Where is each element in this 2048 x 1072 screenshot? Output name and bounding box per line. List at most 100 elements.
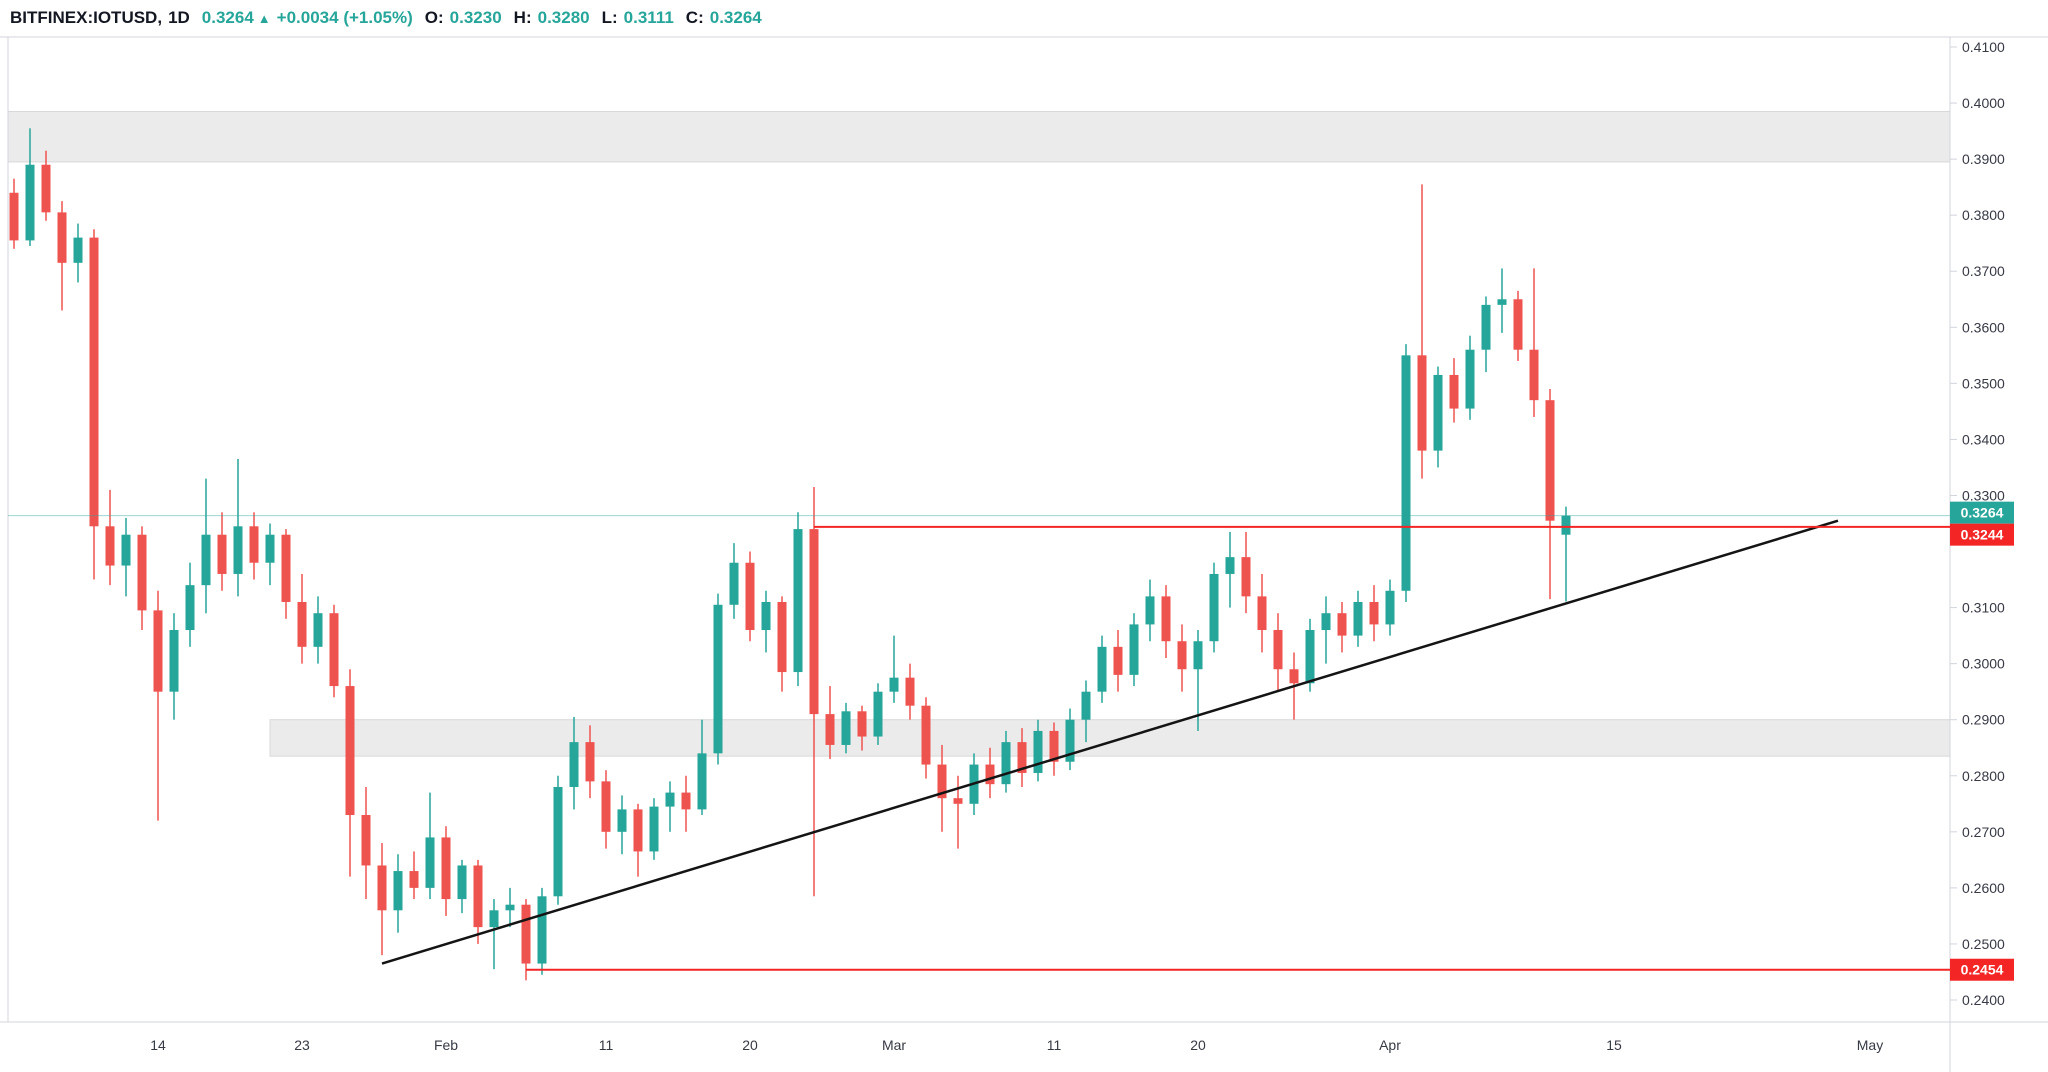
candle-down (137, 526, 147, 631)
candle-up (1353, 590, 1363, 647)
candle-up (1497, 268, 1507, 333)
candle-down (601, 770, 611, 849)
candle-down (105, 489, 115, 586)
price-tick-label: 0.2500 (1962, 936, 2005, 952)
price-tick-label: 0.3700 (1962, 263, 2005, 279)
candle-up (617, 795, 627, 855)
open-label: O: (424, 8, 444, 27)
time-tick-label: 14 (150, 1037, 166, 1053)
candle-down (585, 725, 595, 799)
candle-down (1273, 613, 1283, 692)
high-value: 0.3280 (537, 8, 590, 27)
time-tick-label: Apr (1379, 1037, 1401, 1053)
candle-up (489, 899, 499, 970)
support-zone[interactable] (269, 719, 1951, 757)
svg-text:0.3244: 0.3244 (1961, 527, 2004, 543)
open-value: 0.3230 (449, 8, 502, 27)
candle-up (457, 859, 467, 914)
time-tick-label: Mar (882, 1037, 906, 1053)
candle-down (1241, 531, 1251, 614)
candle-down (1449, 358, 1459, 423)
ascending-trendline[interactable] (381, 519, 1839, 965)
candle-down (57, 201, 67, 311)
candle-up (169, 613, 179, 720)
candle-up (1225, 531, 1235, 608)
price-tick-label: 0.3800 (1962, 207, 2005, 223)
candle-up (1145, 579, 1155, 642)
candle-down (1257, 573, 1267, 653)
price-tick-label: 0.3500 (1962, 375, 2005, 391)
candle-down (473, 859, 483, 944)
time-axis[interactable]: 14 23 Feb 11 20 Mar 11 20 Apr 15 May (150, 1037, 1883, 1053)
svg-text:0.2454: 0.2454 (1961, 962, 2004, 978)
candle-down (1417, 184, 1427, 479)
time-tick-label: 11 (599, 1037, 614, 1053)
candle-down (89, 229, 99, 580)
candle-down (809, 487, 819, 897)
resistance-zone[interactable] (7, 110, 1951, 163)
price-tick-label: 0.3600 (1962, 319, 2005, 335)
candle-down (1161, 585, 1171, 659)
price-tick-label: 0.2700 (1962, 824, 2005, 840)
candle-up (1433, 366, 1443, 468)
candle-up (665, 781, 675, 832)
candle-up (1481, 296, 1491, 373)
candle-down (329, 604, 339, 698)
time-tick-label: May (1857, 1037, 1883, 1053)
candle-up (1321, 596, 1331, 664)
candle-down (297, 573, 307, 664)
candle-up (1033, 719, 1043, 782)
candle-down (1177, 624, 1187, 692)
price-tick-label: 0.3000 (1962, 656, 2005, 672)
candle-down (681, 775, 691, 832)
candle-up (793, 512, 803, 687)
candle-down (985, 747, 995, 799)
candle-up (697, 719, 707, 816)
candle-down (9, 178, 19, 249)
candle-down (745, 551, 755, 642)
candle-up (393, 854, 403, 933)
candle-up (233, 459, 243, 597)
candle-down (857, 705, 867, 751)
candle-up (569, 716, 579, 810)
level-axis-label: 0.3244 (1950, 523, 2014, 546)
candle-down (905, 663, 915, 720)
candle-up (25, 128, 35, 247)
candle-down (1369, 585, 1379, 642)
candle-up (553, 775, 563, 905)
candle-up (1465, 335, 1475, 420)
candle-up (537, 887, 547, 975)
close-label: C: (685, 8, 704, 27)
candle-down (633, 803, 643, 877)
time-tick-label: 20 (1190, 1037, 1206, 1053)
candle-down (937, 744, 947, 832)
candle-down (281, 529, 291, 619)
candle-down (153, 590, 163, 821)
candle-up (1129, 613, 1139, 687)
price-tick-label: 0.3100 (1962, 600, 2005, 616)
candle-up (761, 590, 771, 653)
svg-text:0.3264: 0.3264 (1961, 505, 2004, 521)
price-axis[interactable]: 0.4100 0.4000 0.3900 0.3800 0.3700 0.3600 0.35… (1950, 39, 2005, 1008)
time-tick-label: 11 (1047, 1037, 1062, 1053)
price-tick-label: 0.2400 (1962, 992, 2005, 1008)
candle-up (121, 517, 131, 597)
zones-layer (7, 110, 1951, 757)
candle-up (873, 683, 883, 745)
candle-up (1081, 680, 1091, 743)
candle-down (217, 512, 227, 591)
interval-label[interactable]: 1D (168, 8, 190, 27)
last-price-axis-label: 0.3264 (1950, 501, 2014, 524)
candle-up (1209, 562, 1219, 653)
candle-down (825, 686, 835, 759)
price-tick-label: 0.3300 (1962, 487, 2005, 503)
candle-up (649, 798, 659, 860)
candle-down (409, 851, 419, 900)
candle-down (1049, 722, 1059, 776)
symbol-name[interactable]: BITFINEX:IOTUSD, (10, 8, 163, 27)
candle-up (1385, 579, 1395, 636)
chart-frame (0, 36, 2048, 1072)
price-tick-label: 0.4000 (1962, 95, 2005, 111)
